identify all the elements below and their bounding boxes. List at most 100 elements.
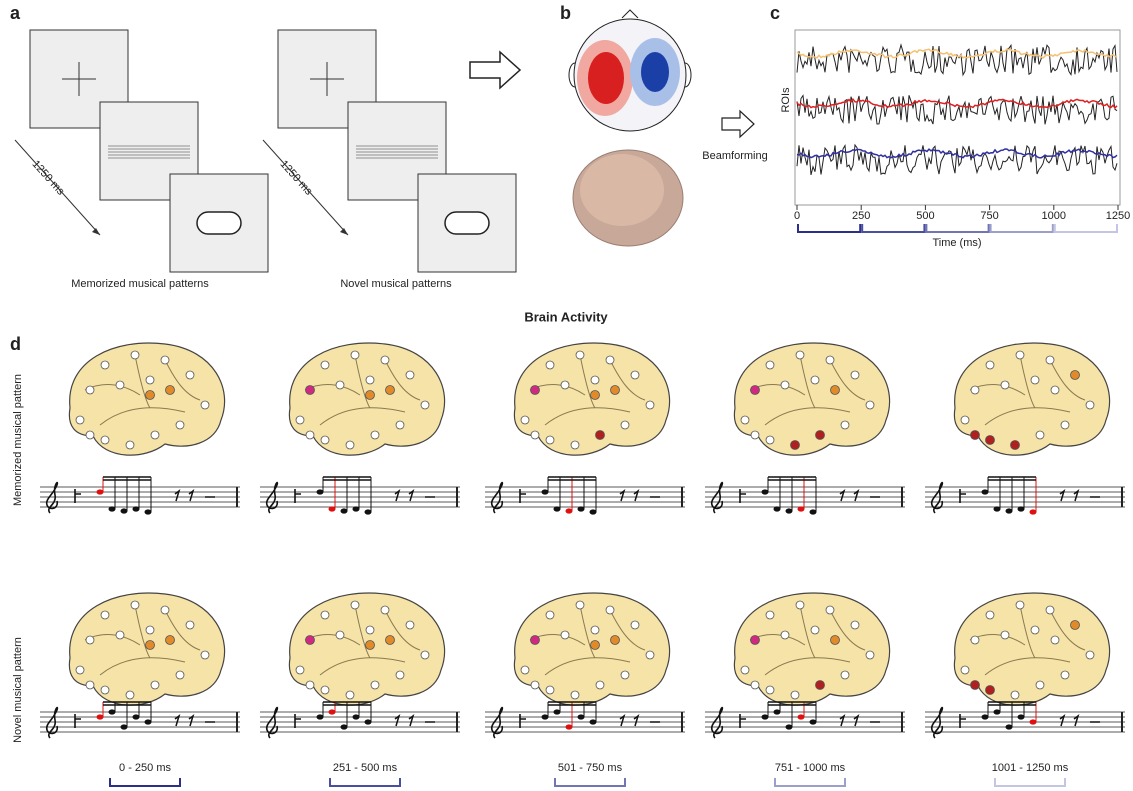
roi-active — [751, 636, 760, 645]
roi-node — [76, 416, 84, 424]
note — [982, 714, 989, 719]
window-bracket — [995, 778, 1065, 786]
roi-node — [101, 611, 109, 619]
roi-node — [201, 651, 209, 659]
window-label: 501 - 750 ms — [558, 762, 623, 774]
note — [1018, 714, 1025, 719]
roi-node — [561, 381, 569, 389]
roi-active — [1011, 441, 1020, 450]
roi-active — [971, 431, 980, 440]
note — [317, 714, 324, 719]
tick-label: 500 — [916, 210, 934, 222]
roi-node — [296, 416, 304, 424]
roi-node — [336, 381, 344, 389]
rests — [840, 716, 880, 726]
head-model — [573, 150, 683, 246]
roi-node — [1086, 651, 1094, 659]
roi-active — [971, 681, 980, 690]
panel-label: a — [10, 3, 21, 23]
roi-active — [306, 636, 315, 645]
timesig — [740, 714, 746, 728]
roi-node — [571, 691, 579, 699]
roi-node — [1036, 681, 1044, 689]
note — [121, 724, 128, 729]
roi-node — [321, 611, 329, 619]
roi-active — [531, 386, 540, 395]
roi-node — [986, 361, 994, 369]
roi-node — [841, 671, 849, 679]
roi-active — [611, 636, 620, 645]
roi-node — [306, 681, 314, 689]
staff — [40, 477, 240, 515]
rests — [620, 716, 660, 726]
note — [762, 489, 769, 494]
roi-node — [86, 636, 94, 644]
window-label: 1001 - 1250 ms — [992, 762, 1069, 774]
note — [1018, 506, 1025, 511]
roi-node — [366, 626, 374, 634]
roi-node — [796, 351, 804, 359]
note — [810, 719, 817, 724]
note — [774, 506, 781, 511]
note — [554, 709, 561, 714]
roi-node — [961, 666, 969, 674]
roi-active — [166, 636, 175, 645]
note — [798, 506, 805, 511]
note — [810, 509, 817, 514]
brain — [954, 343, 1109, 455]
roi-node — [1001, 631, 1009, 639]
roi-node — [606, 356, 614, 364]
roi-node — [521, 416, 529, 424]
interval-label: 1250 ms — [277, 158, 314, 198]
brain — [289, 593, 444, 705]
staff — [925, 477, 1125, 515]
note — [97, 714, 104, 719]
staff — [40, 702, 240, 738]
note — [786, 508, 793, 513]
roi-node — [131, 351, 139, 359]
roi-active — [986, 436, 995, 445]
roi-node — [1031, 626, 1039, 634]
roi-active — [386, 386, 395, 395]
roi-node — [576, 351, 584, 359]
brain — [734, 343, 889, 455]
staff — [485, 477, 685, 515]
roi-node — [546, 436, 554, 444]
roi-node — [1046, 606, 1054, 614]
roi-node — [646, 401, 654, 409]
roi-node — [621, 671, 629, 679]
roi-node — [576, 601, 584, 609]
roi-node — [76, 666, 84, 674]
roi-node — [766, 686, 774, 694]
note — [982, 489, 989, 494]
roi-active — [591, 641, 600, 650]
roi-node — [851, 621, 859, 629]
roi-node — [126, 691, 134, 699]
brain — [514, 343, 669, 455]
window-label: 251 - 500 ms — [333, 762, 398, 774]
roi-node — [1051, 386, 1059, 394]
note — [566, 508, 573, 513]
note — [590, 509, 597, 514]
roi-node — [741, 666, 749, 674]
brain — [289, 343, 444, 455]
staff — [260, 702, 460, 738]
note — [566, 724, 573, 729]
note — [341, 508, 348, 513]
roi-node — [781, 381, 789, 389]
roi-node — [866, 651, 874, 659]
staff — [705, 477, 905, 515]
roi-active — [591, 391, 600, 400]
roi-node — [186, 621, 194, 629]
roi-node — [866, 401, 874, 409]
roi-node — [851, 371, 859, 379]
window-bracket — [926, 224, 988, 232]
timesig — [740, 489, 746, 503]
window-bracket — [330, 778, 400, 786]
note — [786, 724, 793, 729]
roi-node — [1051, 636, 1059, 644]
roi-active — [986, 686, 995, 695]
roi-node — [346, 441, 354, 449]
roi-node — [1061, 421, 1069, 429]
note — [994, 709, 1001, 714]
